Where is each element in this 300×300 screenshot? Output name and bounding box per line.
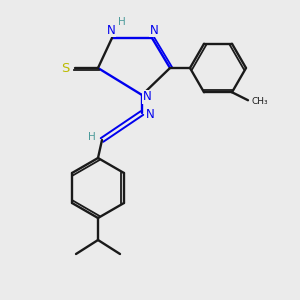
Text: H: H xyxy=(88,132,96,142)
Text: N: N xyxy=(146,107,154,121)
Text: H: H xyxy=(118,17,126,27)
Text: CH₃: CH₃ xyxy=(252,97,268,106)
Text: N: N xyxy=(106,23,116,37)
Text: N: N xyxy=(142,91,152,103)
Text: N: N xyxy=(150,23,158,37)
Text: S: S xyxy=(61,61,69,74)
